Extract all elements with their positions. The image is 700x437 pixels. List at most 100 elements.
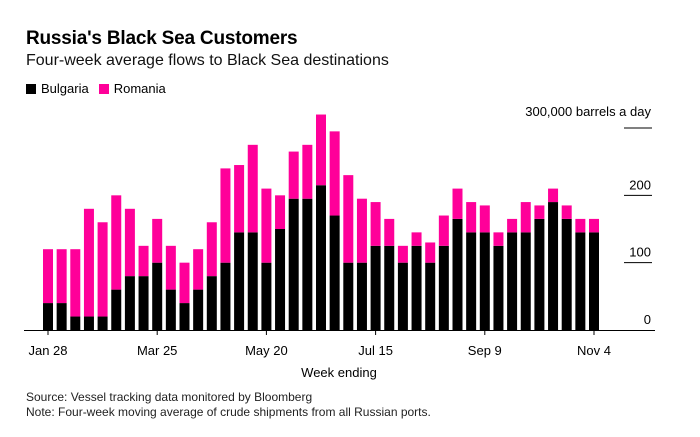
bar-romania bbox=[234, 165, 245, 233]
y-unit-label: 300,000 barrels a day bbox=[525, 104, 651, 119]
bar-romania bbox=[70, 249, 81, 317]
bar-romania bbox=[397, 245, 408, 263]
bar-bulgaria bbox=[425, 262, 436, 330]
bar-romania bbox=[111, 195, 122, 290]
chart-subtitle: Four-week average flows to Black Sea des… bbox=[26, 52, 389, 69]
x-axis-title: Week ending bbox=[301, 365, 377, 380]
bar-bulgaria bbox=[589, 232, 599, 330]
x-tick-label: Mar 25 bbox=[137, 343, 177, 358]
bar-romania bbox=[561, 205, 572, 219]
legend: Bulgaria Romania bbox=[26, 81, 176, 96]
bar-romania bbox=[152, 218, 163, 263]
y-axis: 0 100 200 300,000 barrels a day bbox=[525, 104, 652, 327]
bar-romania bbox=[165, 245, 176, 290]
bar-bulgaria bbox=[520, 232, 531, 330]
bar-romania bbox=[384, 218, 395, 246]
bar-bulgaria bbox=[561, 218, 572, 330]
bar-bulgaria bbox=[507, 232, 518, 330]
bar-bulgaria bbox=[124, 276, 135, 330]
bar-bulgaria bbox=[234, 232, 245, 330]
bar-bulgaria bbox=[70, 316, 81, 330]
bar-romania bbox=[138, 245, 149, 277]
bar-bulgaria bbox=[152, 262, 163, 330]
chart-title: Russia's Black Sea Customers bbox=[26, 28, 298, 49]
method-note: Note: Four-week moving average of crude … bbox=[26, 405, 431, 419]
x-tick-label: Jul 15 bbox=[358, 343, 393, 358]
bar-bulgaria bbox=[43, 303, 53, 330]
legend-swatch-romania bbox=[98, 83, 109, 94]
bars-group bbox=[43, 114, 599, 330]
bar-bulgaria bbox=[220, 262, 231, 330]
bar-bulgaria bbox=[261, 262, 272, 330]
bar-romania bbox=[261, 188, 272, 263]
legend-item-bulgaria: Bulgaria bbox=[26, 81, 89, 96]
bar-romania bbox=[83, 208, 94, 317]
bar-romania bbox=[275, 195, 286, 229]
x-tick-label: Jan 28 bbox=[28, 343, 67, 358]
bar-romania bbox=[548, 188, 559, 203]
bar-bulgaria bbox=[138, 276, 149, 330]
bar-bulgaria bbox=[165, 289, 176, 330]
bar-romania bbox=[534, 205, 545, 219]
bar-romania bbox=[302, 144, 313, 199]
bar-bulgaria bbox=[56, 303, 67, 330]
bar-bulgaria bbox=[479, 232, 490, 330]
bar-bulgaria bbox=[466, 232, 477, 330]
bar-bulgaria bbox=[288, 198, 299, 330]
bar-romania bbox=[206, 222, 217, 277]
bar-romania bbox=[193, 249, 204, 290]
bar-romania bbox=[316, 114, 326, 186]
bar-romania bbox=[179, 262, 190, 304]
bar-romania bbox=[438, 215, 449, 246]
legend-swatch-bulgaria bbox=[26, 83, 36, 94]
bar-romania bbox=[493, 232, 504, 246]
bar-bulgaria bbox=[548, 202, 559, 330]
bar-romania bbox=[370, 202, 381, 246]
bar-bulgaria bbox=[370, 245, 381, 330]
bar-bulgaria bbox=[575, 232, 586, 330]
bar-bulgaria bbox=[193, 289, 204, 330]
legend-label-bulgaria: Bulgaria bbox=[41, 81, 89, 96]
bar-romania bbox=[575, 218, 586, 233]
x-tick-label: May 20 bbox=[245, 343, 288, 358]
bar-bulgaria bbox=[97, 316, 108, 330]
bar-romania bbox=[220, 168, 231, 263]
bar-romania bbox=[589, 218, 599, 233]
bar-bulgaria bbox=[179, 303, 190, 330]
bar-romania bbox=[466, 202, 477, 233]
bar-romania bbox=[356, 198, 367, 263]
y-tick-label: 100 bbox=[629, 245, 651, 260]
bar-bulgaria bbox=[111, 289, 122, 330]
y-tick-label: 0 bbox=[644, 312, 651, 327]
legend-item-romania: Romania bbox=[98, 81, 166, 96]
bar-romania bbox=[247, 144, 258, 233]
bar-romania bbox=[124, 208, 135, 277]
y-tick-label: 200 bbox=[629, 177, 651, 192]
bar-romania bbox=[56, 249, 67, 304]
bar-romania bbox=[411, 232, 422, 246]
bar-romania bbox=[507, 218, 518, 233]
bar-bulgaria bbox=[534, 218, 545, 330]
bar-romania bbox=[288, 151, 299, 199]
bar-bulgaria bbox=[247, 232, 258, 330]
bar-bulgaria bbox=[438, 245, 449, 330]
bar-romania bbox=[97, 222, 108, 317]
bar-bulgaria bbox=[83, 316, 94, 330]
bar-romania bbox=[43, 249, 53, 304]
legend-label-romania: Romania bbox=[113, 81, 166, 96]
x-tick-label: Sep 9 bbox=[468, 343, 502, 358]
bar-bulgaria bbox=[329, 215, 340, 330]
bar-romania bbox=[520, 202, 531, 233]
bar-bulgaria bbox=[206, 276, 217, 330]
bar-bulgaria bbox=[316, 185, 326, 330]
bar-bulgaria bbox=[343, 262, 354, 330]
bar-bulgaria bbox=[493, 245, 504, 330]
bar-bulgaria bbox=[452, 218, 463, 330]
bar-bulgaria bbox=[302, 198, 313, 330]
bar-romania bbox=[343, 175, 354, 263]
bar-romania bbox=[452, 188, 463, 219]
source-note: Source: Vessel tracking data monitored b… bbox=[26, 390, 313, 404]
bar-bulgaria bbox=[356, 262, 367, 330]
bar-romania bbox=[329, 131, 340, 216]
